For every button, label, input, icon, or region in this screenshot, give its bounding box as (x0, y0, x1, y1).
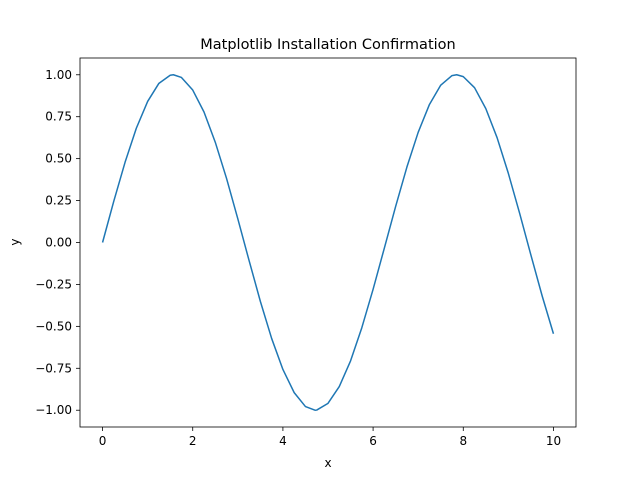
y-tick-label: −0.50 (35, 319, 72, 333)
series-line (101, 74, 555, 411)
x-axis: 0 2 4 6 8 10 (99, 427, 561, 448)
y-tick-label: −0.25 (35, 277, 72, 291)
y-tick-label: 0.50 (45, 152, 72, 166)
x-tick-label: 2 (189, 434, 197, 448)
y-tick-label: 1.00 (45, 68, 72, 82)
x-tick-label: 4 (279, 434, 287, 448)
x-tick-label: 8 (459, 434, 467, 448)
x-tick-label: 10 (546, 434, 561, 448)
x-tick-label: 0 (99, 434, 107, 448)
x-tick-label: 6 (369, 434, 377, 448)
y-tick-label: −0.75 (35, 361, 72, 375)
y-tick-label: 0.25 (45, 194, 72, 208)
chart-title: Matplotlib Installation Confirmation (200, 37, 455, 53)
y-axis: −1.00 −0.75 −0.50 −0.25 0.00 0.25 0.50 0.75 1.00 (35, 68, 80, 417)
y-tick-label: 0.00 (45, 236, 72, 250)
y-tick-label: 0.75 (45, 110, 72, 124)
y-tick-label: −1.00 (35, 403, 72, 417)
plot-area: 0 2 4 6 8 10 −1.00 −0.75 −0.50 −0.25 0.00 0.25 0.50… (35, 57, 577, 448)
y-axis-label: y (8, 238, 22, 245)
x-axis-label: x (324, 456, 331, 470)
